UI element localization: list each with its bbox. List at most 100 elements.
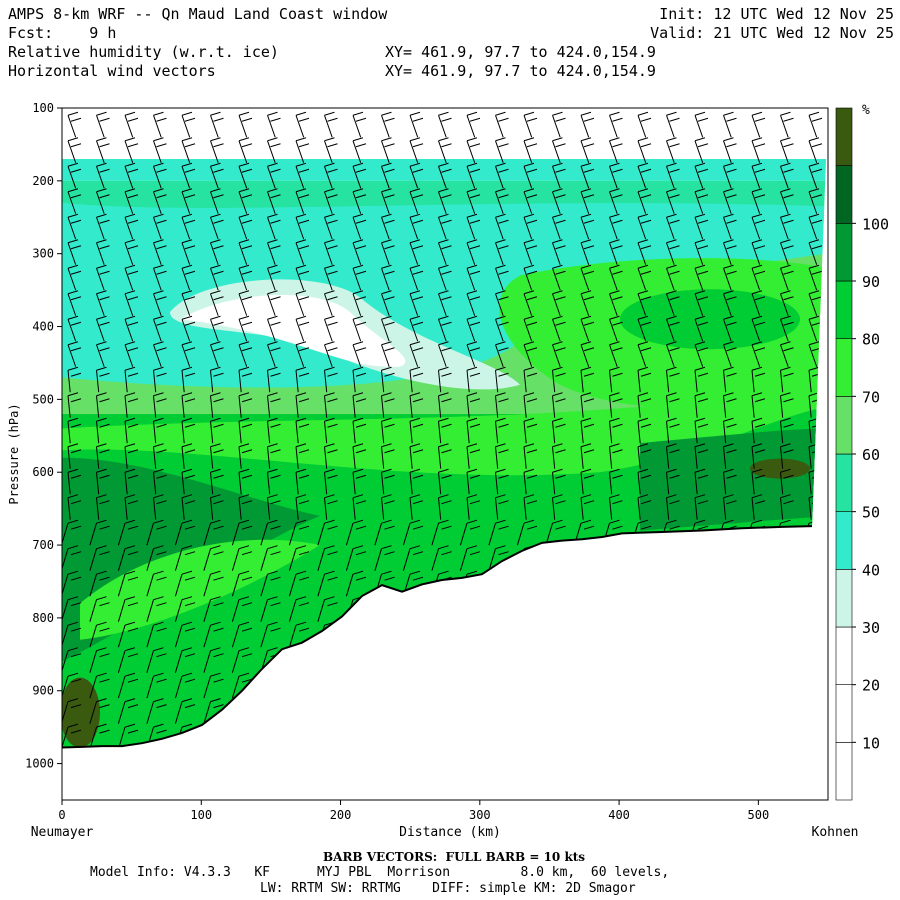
y-tick-label: 700 — [32, 538, 54, 552]
wind-barb — [630, 621, 652, 648]
wind-barb — [89, 698, 110, 724]
wind-barb — [609, 162, 623, 189]
wind-barb — [573, 647, 595, 673]
wind-barb — [751, 443, 766, 469]
wind-barb — [545, 545, 566, 571]
y-tick-label: 200 — [32, 174, 54, 188]
wind-barb — [545, 723, 566, 748]
wind-barb — [288, 596, 310, 622]
wind-barb — [181, 315, 196, 342]
wind-barb — [153, 443, 167, 469]
wind-barb — [723, 290, 737, 316]
wind-barb — [210, 443, 224, 469]
wind-barb — [659, 545, 680, 571]
wind-barb — [90, 750, 110, 775]
wind-barb — [317, 647, 338, 673]
wind-barb — [381, 468, 395, 495]
wind-barb — [716, 647, 737, 673]
wind-barb — [267, 392, 281, 418]
wind-barb — [751, 417, 766, 444]
wind-barb — [630, 596, 652, 622]
wind-barb — [409, 443, 424, 469]
wind-barb — [61, 750, 81, 775]
wind-barb — [317, 698, 338, 724]
wind-barb — [609, 213, 623, 240]
wind-barb — [267, 162, 281, 189]
wind-barb — [260, 545, 281, 571]
wind-barb — [317, 723, 338, 748]
wind-barb — [67, 188, 82, 214]
wind-barb — [67, 417, 82, 444]
wind-barb — [267, 239, 281, 265]
wind-barb — [345, 570, 367, 597]
wind-barb — [723, 239, 737, 265]
wind-barb — [808, 188, 823, 214]
wind-barb — [238, 341, 253, 367]
wind-barb — [352, 392, 367, 418]
wind-barb — [153, 417, 167, 444]
wind-barb — [438, 417, 452, 444]
rh-streak — [80, 539, 320, 640]
wind-barb — [580, 392, 595, 418]
wind-barb — [181, 468, 196, 495]
wind-barb — [723, 494, 737, 520]
wind-barb — [381, 137, 395, 163]
wind-barb — [181, 443, 196, 469]
wind-barb — [267, 494, 281, 520]
wind-barb — [174, 596, 196, 622]
wind-barb — [637, 290, 652, 316]
wind-barb — [780, 162, 794, 189]
wind-barb — [495, 366, 509, 393]
wind-barb — [352, 239, 367, 265]
wind-barb — [267, 137, 281, 163]
wind-barb — [459, 723, 481, 748]
wind-barb — [438, 443, 452, 469]
wind-barb — [210, 315, 224, 342]
wind-barb — [203, 698, 224, 724]
wind-barb — [295, 494, 310, 520]
wind-barb — [687, 647, 709, 673]
wind-barb — [210, 188, 224, 214]
wind-barb — [574, 750, 594, 775]
wind-barb — [609, 111, 623, 138]
wind-barb — [89, 621, 110, 648]
wind-barb — [631, 750, 651, 775]
wind-barb — [573, 596, 595, 622]
wind-barb — [174, 519, 196, 546]
wind-barb — [780, 468, 794, 495]
wind-barb — [231, 621, 253, 648]
wind-barb — [723, 111, 737, 138]
wind-barb — [260, 723, 281, 748]
wind-barb — [751, 290, 766, 316]
wind-barb — [773, 545, 794, 571]
wind-barb — [431, 596, 452, 622]
wind-barb — [801, 570, 823, 597]
wind-barb — [352, 315, 367, 342]
wind-barb — [523, 239, 538, 265]
wind-barb — [352, 341, 367, 367]
wind-barb — [688, 750, 708, 775]
wind-barb — [488, 570, 509, 597]
wind-barb — [203, 723, 224, 748]
wind-barb — [466, 494, 481, 520]
wind-barb — [231, 647, 253, 673]
wind-barb — [744, 570, 766, 597]
x-start-label: Neumayer — [31, 825, 94, 840]
wind-barb — [238, 239, 253, 265]
wind-barb — [147, 750, 167, 775]
wind-barb — [666, 417, 680, 444]
wind-barb — [409, 494, 424, 520]
colorbar-segment — [835, 569, 853, 628]
wind-barb — [751, 468, 766, 495]
wind-barb — [288, 698, 310, 724]
wind-barb — [637, 111, 652, 138]
wind-barb — [267, 188, 281, 214]
wind-barb — [773, 596, 794, 622]
wind-barb — [381, 188, 395, 214]
wind-barb — [96, 443, 110, 469]
wind-barb — [324, 264, 338, 291]
colorbar-label: 10 — [862, 734, 880, 752]
rh-right-core — [620, 289, 800, 350]
colorbar-segment — [835, 742, 853, 801]
